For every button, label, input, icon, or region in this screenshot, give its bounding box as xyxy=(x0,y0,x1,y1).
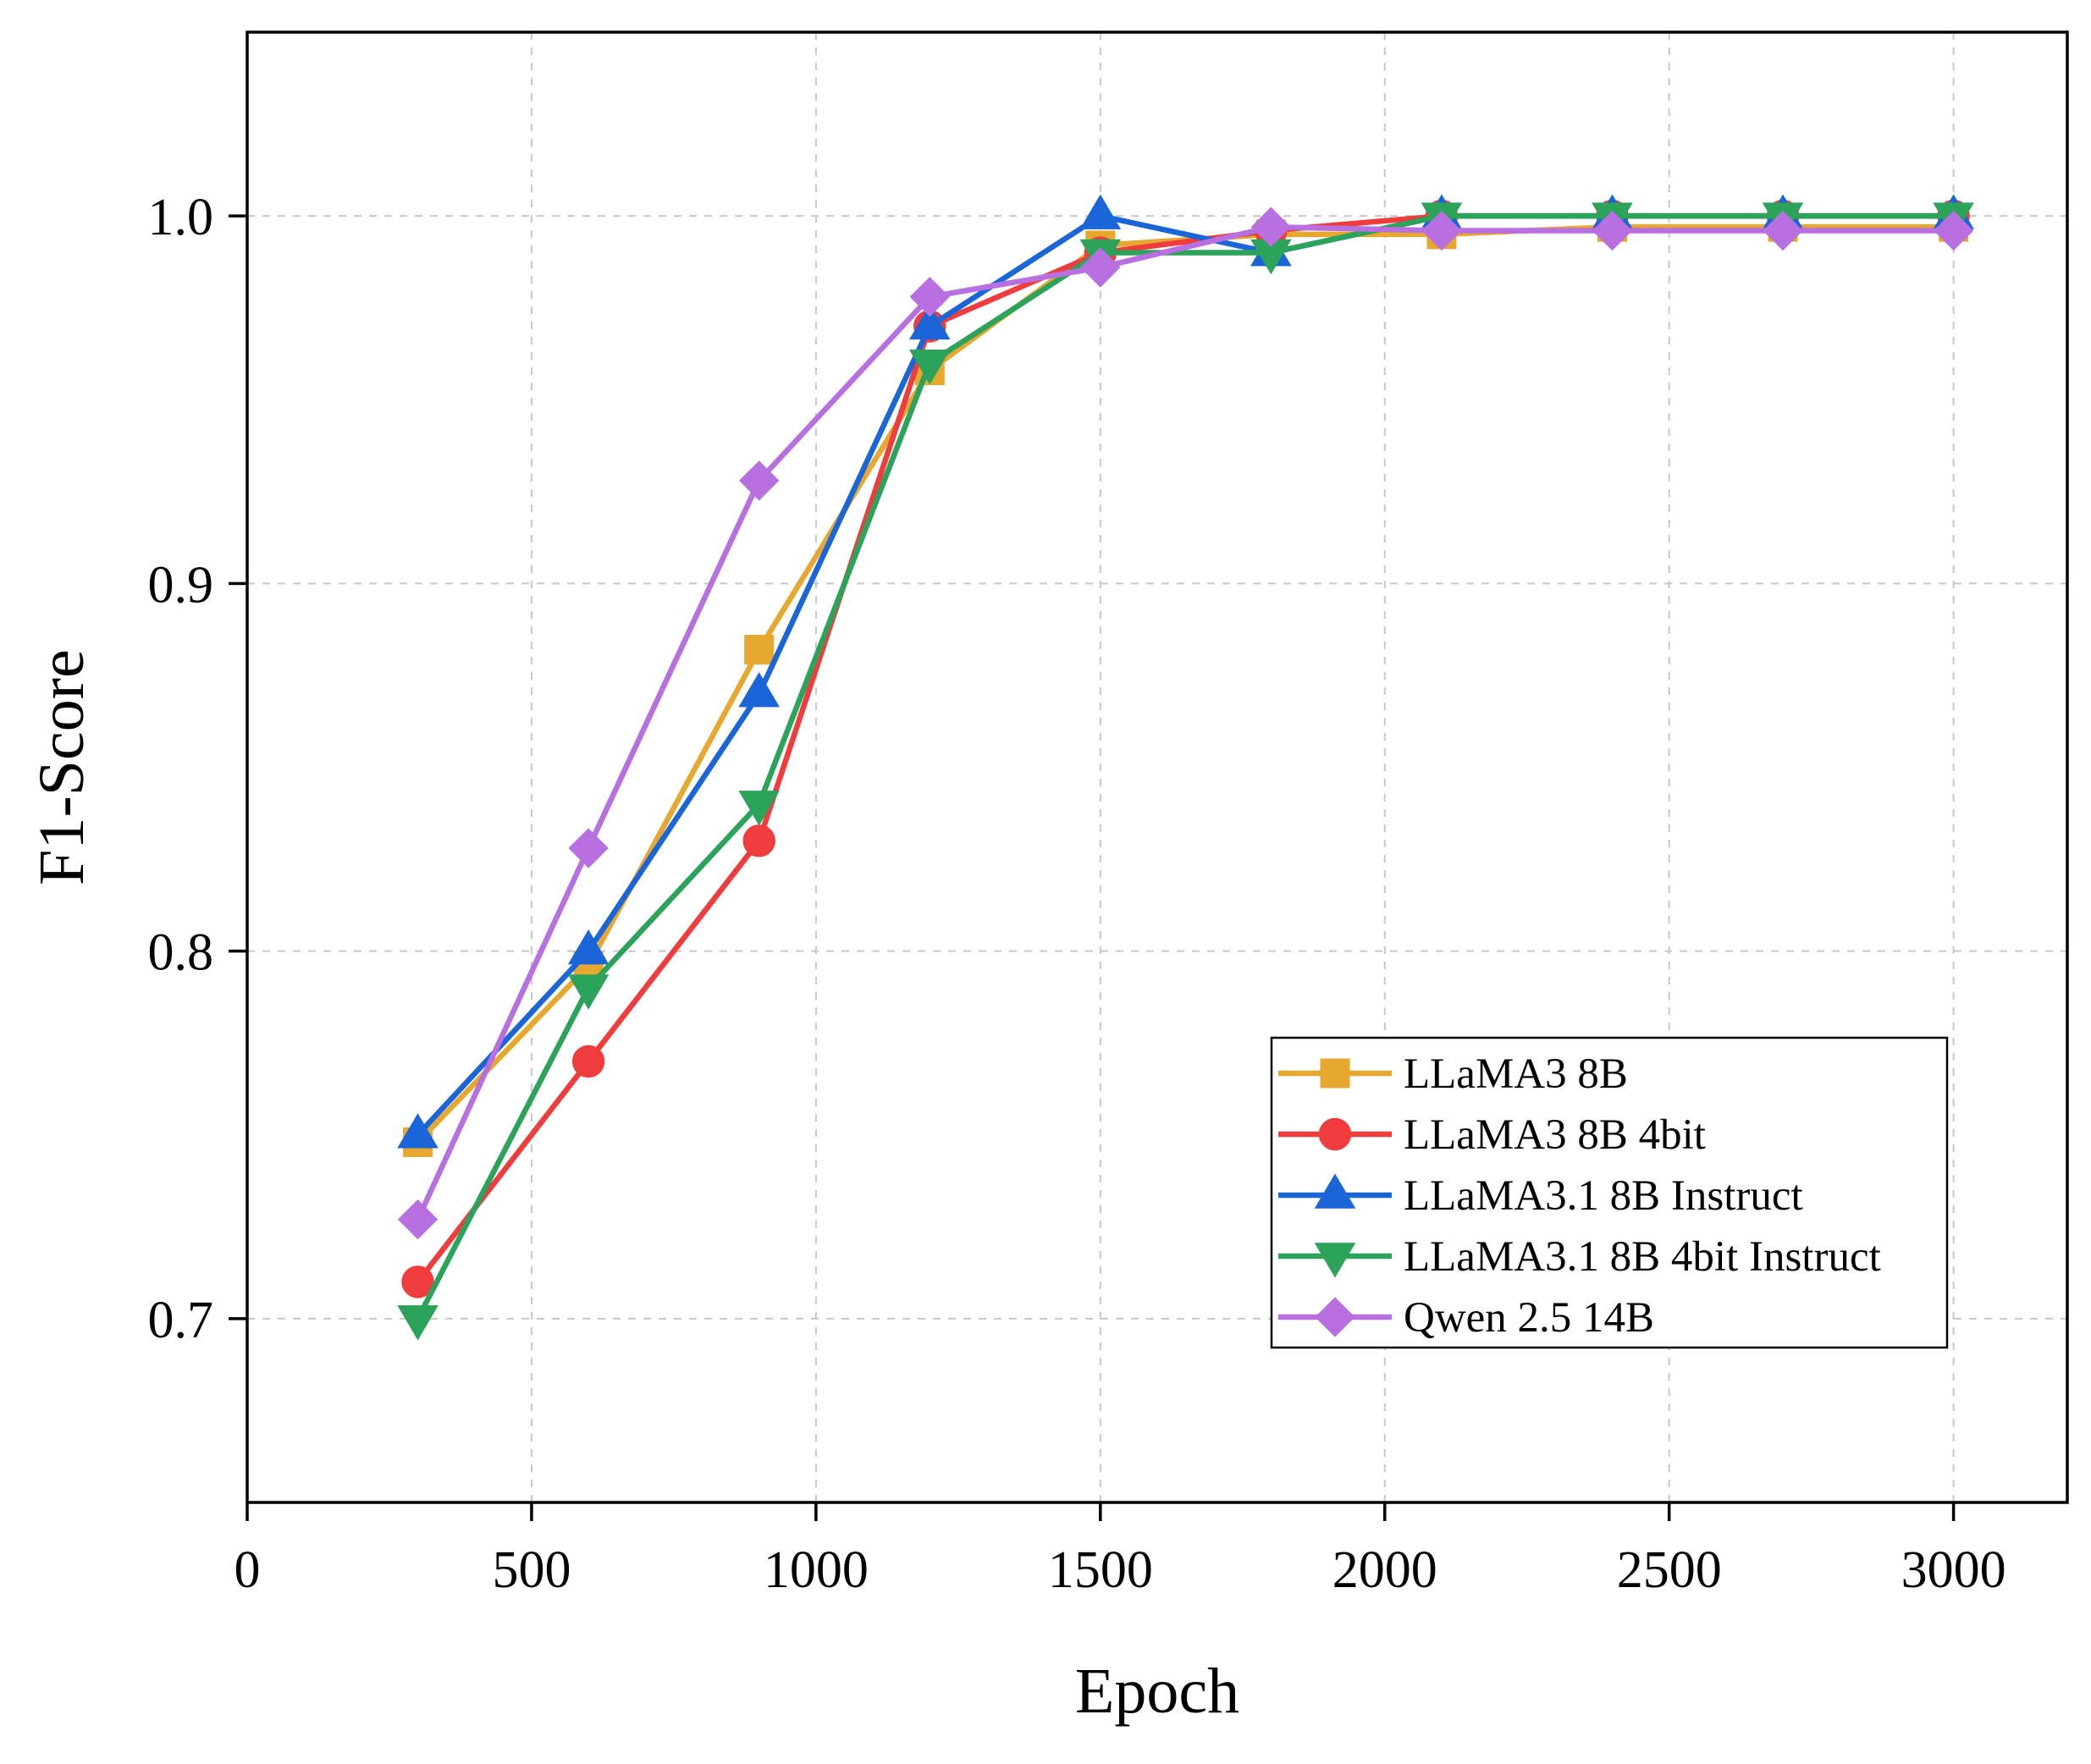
legend-item-llama3-1-8b-instruct: LLaMA3.1 8B Instruct xyxy=(1278,1172,1803,1220)
x-tick-label: 0 xyxy=(234,1541,261,1599)
legend-marker xyxy=(1314,1243,1356,1278)
legend-label: LLaMA3.1 8B 4bit Instruct xyxy=(1404,1233,1881,1281)
data-point-llama3-1-8b-4bit-instruct xyxy=(567,974,610,1010)
x-tick-label: 1500 xyxy=(1048,1541,1153,1599)
legend-label: LLaMA3 8B xyxy=(1404,1050,1628,1098)
legend-marker xyxy=(1320,1058,1350,1089)
data-point-llama3-8b-4bit xyxy=(571,1045,605,1078)
data-point-llama3-8b-4bit xyxy=(742,824,775,857)
y-axis-title: F1-Score xyxy=(26,649,97,885)
legend-marker xyxy=(1318,1117,1352,1151)
data-point-llama3-1-8b-4bit-instruct xyxy=(397,1305,439,1341)
x-axis-ticks: 0 500 1000 1500 2000 2500 3000 xyxy=(234,1502,2006,1599)
y-tick-label: 1.0 xyxy=(148,189,214,246)
data-point-qwen-2-5-14b xyxy=(1080,247,1121,288)
y-tick-label: 0.8 xyxy=(148,924,214,982)
series-line-llama3-8b xyxy=(415,223,1956,1145)
legend: LLaMA3 8B LLaMA3 8B 4bit LLaMA3.1 8B Instr… xyxy=(1270,1036,1949,1349)
series-llama3-8b xyxy=(403,212,1969,1157)
x-tick-label: 2500 xyxy=(1617,1541,1722,1599)
series-line-qwen-2-5-14b xyxy=(415,223,1956,1222)
series-line-llama3-1-8b-4bit-instruct xyxy=(415,212,1956,1322)
data-point-llama3-1-8b-4bit-instruct xyxy=(738,791,780,826)
series-qwen-2-5-14b xyxy=(397,207,1974,1240)
x-tick-label: 3000 xyxy=(1901,1541,2006,1599)
data-point-qwen-2-5-14b xyxy=(568,828,609,868)
legend-item-llama3-1-8b-4bit-instruct: LLaMA3.1 8B 4bit Instruct xyxy=(1278,1233,1881,1281)
x-tick-label: 2000 xyxy=(1332,1541,1437,1599)
data-point-qwen-2-5-14b xyxy=(1763,210,1803,251)
data-point-llama3-1-8b-instruct xyxy=(1079,194,1122,229)
legend-label: Qwen 2.5 14B xyxy=(1404,1294,1654,1342)
legend-marker xyxy=(1314,1173,1356,1209)
y-tick-label: 0.9 xyxy=(148,556,214,614)
data-point-llama3-8b xyxy=(744,635,775,665)
data-point-llama3-1-8b-instruct xyxy=(397,1113,439,1149)
data-point-llama3-1-8b-instruct xyxy=(567,929,610,965)
data-point-qwen-2-5-14b xyxy=(1933,210,1974,251)
x-tick-label: 1000 xyxy=(764,1541,869,1599)
data-point-llama3-1-8b-instruct xyxy=(738,672,780,708)
data-point-llama3-1-8b-instruct xyxy=(908,304,951,340)
legend-marker xyxy=(1315,1297,1355,1337)
x-tick-label: 500 xyxy=(492,1541,571,1599)
data-point-qwen-2-5-14b xyxy=(397,1199,439,1240)
plot-frame xyxy=(246,30,2069,1504)
legend-label: LLaMA3 8B 4bit xyxy=(1404,1111,1706,1159)
data-point-llama3-1-8b-4bit-instruct xyxy=(908,350,951,385)
y-axis-ticks: 0.7 0.8 0.9 1.0 xyxy=(148,189,247,1349)
y-tick-label: 0.7 xyxy=(148,1292,214,1349)
data-point-llama3-8b-4bit xyxy=(401,1265,434,1298)
data-point-qwen-2-5-14b xyxy=(909,277,950,317)
series-line-llama3-1-8b-instruct xyxy=(415,212,1956,1138)
data-point-qwen-2-5-14b xyxy=(1250,207,1292,247)
data-point-qwen-2-5-14b xyxy=(739,460,780,501)
legend-label: LLaMA3.1 8B Instruct xyxy=(1404,1172,1803,1220)
data-point-qwen-2-5-14b xyxy=(1592,210,1633,251)
series-group xyxy=(397,194,1974,1341)
data-point-qwen-2-5-14b xyxy=(1421,210,1462,251)
x-axis-title: Epoch xyxy=(1075,1656,1239,1727)
legend-item-qwen-2-5-14b: Qwen 2.5 14B xyxy=(1278,1294,1654,1342)
legend-item-llama3-8b-4bit: LLaMA3 8B 4bit xyxy=(1278,1111,1706,1159)
legend-item-llama3-8b: LLaMA3 8B xyxy=(1278,1050,1628,1098)
